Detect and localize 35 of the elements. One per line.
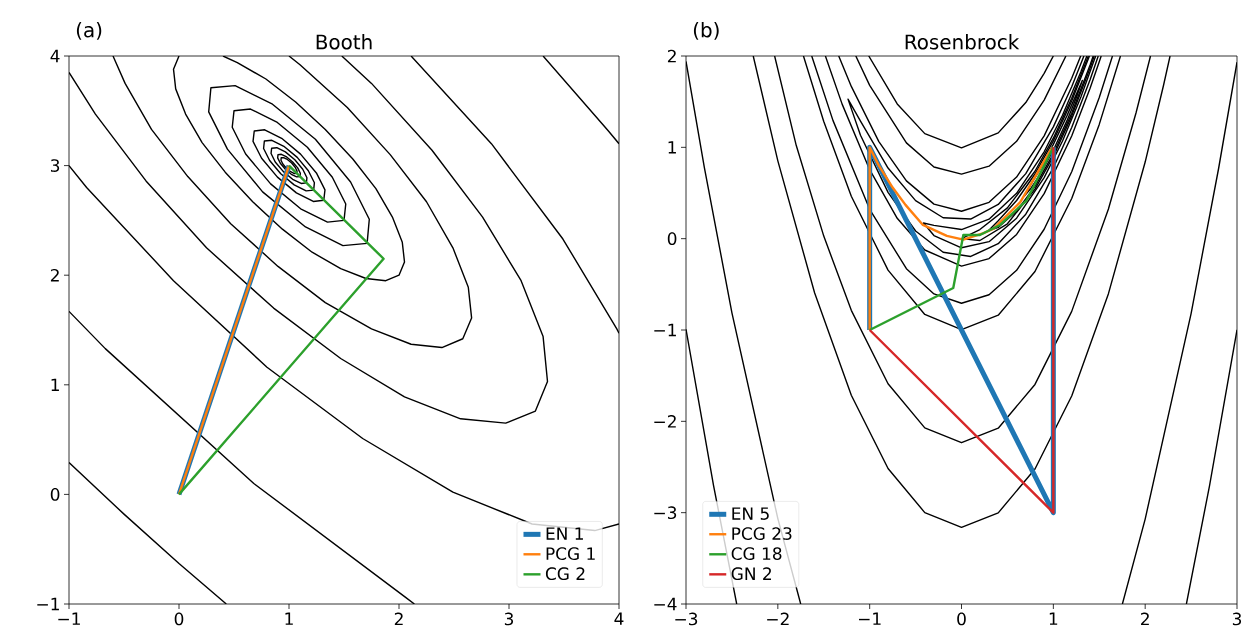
y-tick-label: −2 — [654, 415, 676, 428]
y-tick-label: 0 — [667, 232, 677, 246]
y-tick-label: −3 — [654, 506, 677, 520]
y-tick-label: −4 — [654, 597, 677, 611]
x-tick-label: 1 — [1049, 612, 1058, 625]
y-tick-label: 1 — [668, 141, 676, 154]
y-tick-label: 2 — [667, 49, 676, 63]
x-tick-label: 0 — [957, 612, 966, 626]
legend-label: PCG 23 — [732, 527, 792, 541]
chart-title: Rosenbrock — [905, 34, 1020, 50]
legend-label: PCG 1 — [546, 547, 595, 561]
legend-label: EN 1 — [546, 527, 583, 540]
y-tick-label: −1 — [37, 597, 59, 611]
y-tick-label: 1 — [51, 378, 59, 391]
x-tick-label: 1 — [285, 612, 293, 625]
x-tick-label: 0 — [174, 612, 184, 626]
chart-title: Booth — [316, 34, 372, 50]
x-tick-label: −1 — [858, 612, 881, 625]
x-tick-label: 2 — [394, 612, 403, 626]
x-tick-label: −2 — [767, 612, 789, 626]
x-tick-label: 4 — [614, 612, 624, 625]
y-tick-label: −1 — [654, 323, 676, 337]
text: (a) — [76, 22, 102, 40]
legend-label: GN 2 — [731, 567, 771, 581]
y-tick-label: 0 — [50, 487, 60, 501]
legend-label: CG 2 — [545, 567, 585, 581]
text: (b) — [693, 22, 719, 40]
x-tick-label: 2 — [1141, 612, 1149, 626]
legend-label: CG 18 — [731, 547, 782, 561]
x-tick-label: 3 — [504, 612, 514, 626]
legend-label: EN 5 — [732, 507, 769, 520]
y-tick-label: 4 — [50, 49, 60, 63]
y-tick-label: 2 — [50, 268, 59, 282]
y-tick-label: 3 — [51, 159, 60, 172]
x-tick-label: 3 — [1232, 612, 1242, 626]
